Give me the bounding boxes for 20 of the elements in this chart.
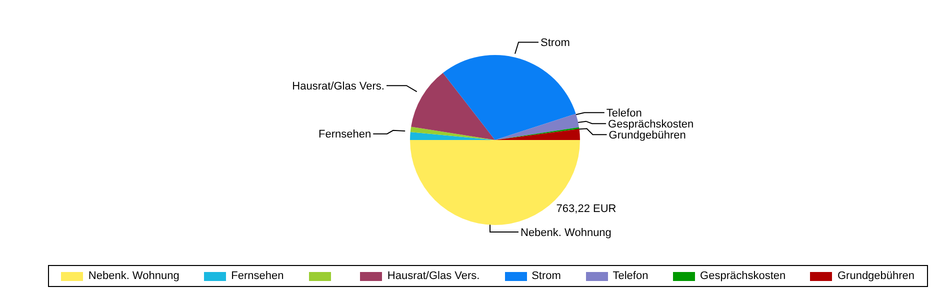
slice-label: Nebenk. Wohnung — [520, 226, 612, 239]
slice-label: Strom — [540, 37, 570, 50]
pie-slice — [411, 72, 495, 140]
slice-label: Telefon — [606, 108, 642, 120]
legend-label: Nebenk. Wohnung — [88, 270, 180, 282]
legend-label: Strom — [532, 270, 561, 282]
slice-label: Fernsehen — [318, 128, 372, 141]
slice-label: Hausrat/Glas Vers. — [292, 80, 385, 92]
legend-label: Gesprächskosten — [700, 270, 786, 282]
text: 763,22 EUR — [556, 202, 616, 215]
pie-slice — [410, 132, 495, 140]
legend-label: Telefon — [612, 270, 648, 282]
category-label: Gesprächskosten — [608, 118, 694, 130]
legend-label: Grundgebühren — [837, 270, 915, 282]
pie-slice — [495, 114, 580, 140]
slice-label: Grundgebühren — [608, 130, 686, 142]
pie-slice — [442, 55, 576, 140]
pie-slice — [410, 126, 495, 140]
legend-label: Hausrat/Glas Vers. — [387, 270, 480, 282]
legend-label: Fernsehen — [231, 270, 284, 282]
